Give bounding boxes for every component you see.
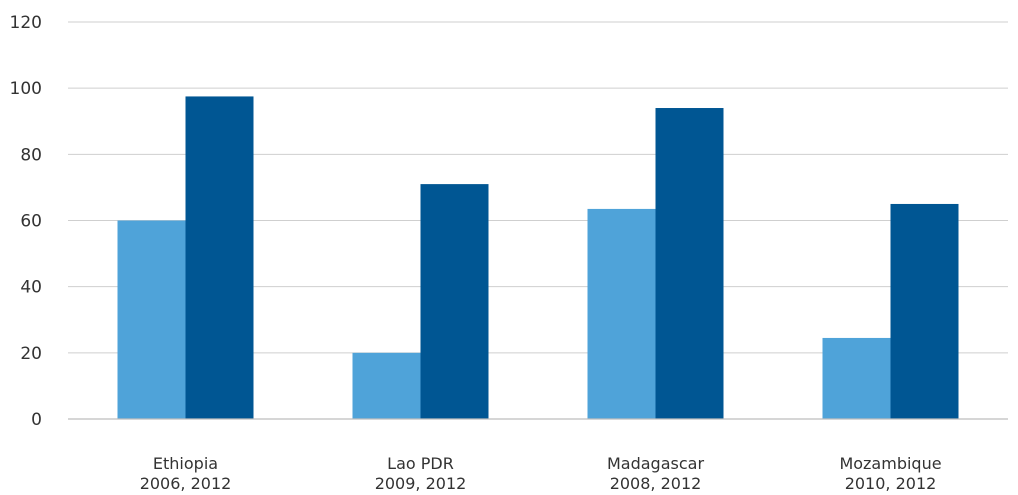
bar-series-1-mozambique — [822, 337, 891, 419]
y-tick-label: 100 — [10, 79, 42, 99]
bars — [117, 96, 959, 420]
y-tick-label: 60 — [20, 212, 42, 232]
x-category-label: Lao PDR — [387, 454, 454, 473]
y-tick-label: 40 — [20, 278, 42, 298]
bar-series-2-madagascar — [655, 108, 724, 420]
x-category-years-label: 2006, 2012 — [140, 474, 232, 493]
bar-series-2-lao-pdr — [420, 184, 489, 419]
bar-series-2-mozambique — [890, 203, 959, 419]
y-tick-label: 0 — [31, 410, 42, 430]
x-category-label: Madagascar — [607, 454, 704, 473]
bar-series-2-ethiopia — [185, 96, 254, 419]
y-axis: 0 20 40 60 80 100 120 — [10, 13, 42, 430]
bar-series-1-lao-pdr — [352, 352, 421, 419]
x-category-years-label: 2008, 2012 — [610, 474, 702, 493]
x-category-label: Mozambique — [839, 454, 941, 473]
x-category-years-label: 2010, 2012 — [845, 474, 937, 493]
x-category-label: Ethiopia — [153, 454, 218, 473]
bar-series-1-madagascar — [587, 208, 656, 419]
y-tick-label: 20 — [20, 344, 42, 364]
y-tick-label: 120 — [10, 13, 42, 33]
x-category-years-label: 2009, 2012 — [375, 474, 467, 493]
bar-series-1-ethiopia — [117, 220, 186, 419]
y-tick-label: 80 — [20, 145, 42, 165]
